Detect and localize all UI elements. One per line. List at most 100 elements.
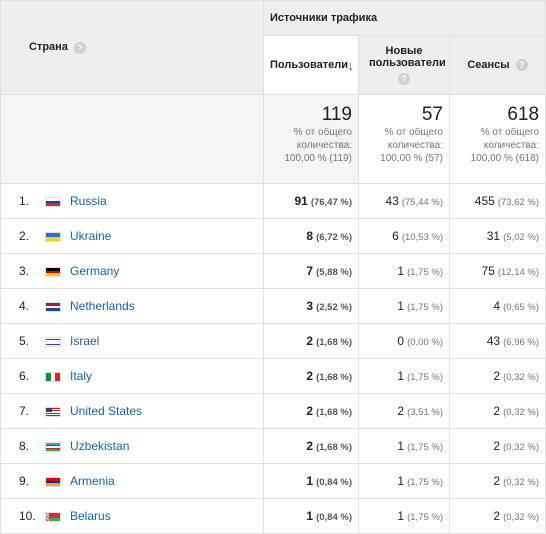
row-index: 6. (19, 369, 30, 383)
row-index: 8. (19, 439, 30, 453)
sessions-header-label: Сеансы (467, 58, 510, 71)
country-link[interactable]: United States (70, 404, 143, 418)
users-percent: (0,84 %) (316, 512, 352, 523)
total-new-users-caption-2: количества: (387, 140, 443, 151)
table-row: 1. Russia 91 (76,47 %) 43 (75,44 %) 455 (73… (0, 183, 546, 219)
new-users-percent: (1,75 %) (407, 267, 443, 278)
column-group-traffic-sources: Источники трафика (262, 0, 546, 36)
column-header-new-users[interactable]: Новые пользователи ? (358, 35, 450, 95)
traffic-sources-label: Источники трафика (270, 12, 378, 24)
new-users-value: 1 (397, 474, 405, 488)
flag-ukraine-icon (45, 232, 61, 242)
users-percent: (1,68 %) (316, 337, 352, 348)
total-new-users-caption-3: 100,00 % (57) (380, 153, 443, 164)
users-value: 2 (306, 334, 314, 348)
sessions-cell: 2 (0,32 %) (448, 428, 546, 464)
sessions-value: 2 (493, 509, 501, 523)
total-sessions-caption-3: 100,00 % (618) (470, 153, 540, 164)
new-users-cell: 1 (1,75 %) (358, 428, 450, 464)
sessions-value: 75 (481, 264, 495, 278)
flag-united-states-icon (45, 407, 61, 417)
users-value: 2 (306, 369, 314, 383)
new-users-cell: 1 (1,75 %) (358, 463, 450, 499)
country-link[interactable]: Netherlands (70, 299, 135, 313)
new-users-percent: (1,75 %) (407, 372, 443, 383)
total-new-users-value: 57 (421, 104, 443, 125)
country-cell: 6. Italy (0, 358, 264, 394)
flag-russia-icon (45, 197, 61, 207)
users-value: 2 (306, 404, 314, 418)
sessions-percent: (0,32 %) (503, 372, 540, 383)
users-header-label: Пользователи (270, 59, 349, 71)
new-users-cell: 6 (10,53 %) (358, 218, 450, 254)
country-link[interactable]: Uzbekistan (70, 439, 130, 453)
total-users-cell: 119 % от общего количества: 100,00 % (11… (263, 94, 359, 184)
users-percent: (1,68 %) (316, 442, 352, 453)
country-cell: 7. United States (0, 393, 264, 429)
flag-netherlands-icon (45, 302, 61, 312)
users-cell: 2 (1,68 %) (263, 393, 359, 429)
sessions-cell: 455 (73,62 %) (448, 183, 546, 219)
sessions-value: 2 (493, 369, 501, 383)
users-percent: (0,84 %) (316, 477, 352, 488)
sort-descending-icon[interactable]: ↓ (347, 58, 355, 73)
users-cell: 2 (1,68 %) (263, 358, 359, 394)
country-cell: 3. Germany (0, 253, 264, 289)
country-link[interactable]: Israel (70, 334, 100, 348)
total-new-users-caption-1: % от общего (384, 127, 443, 138)
totals-row: 119 % от общего количества: 100,00 % (11… (0, 94, 546, 184)
row-index: 9. (19, 474, 30, 488)
column-header-country[interactable]: Страна? (0, 0, 264, 95)
sessions-value: 43 (486, 334, 501, 348)
sessions-percent: (12,14 %) (497, 267, 540, 278)
country-link[interactable]: Germany (70, 264, 120, 278)
sessions-value: 4 (493, 299, 501, 313)
total-users-caption-3: 100,00 % (119) (284, 153, 352, 164)
total-users-caption-2: количества: (296, 140, 352, 151)
sessions-cell: 31 (5,02 %) (448, 218, 546, 254)
sessions-value: 31 (486, 229, 501, 243)
help-icon[interactable]: ? (515, 59, 528, 72)
new-users-percent: (1,75 %) (407, 442, 443, 453)
help-icon[interactable]: ? (73, 41, 86, 54)
users-value: 8 (306, 229, 314, 243)
country-cell: 5. Israel (0, 323, 264, 359)
sessions-cell: 2 (0,32 %) (448, 463, 546, 499)
users-cell: 1 (0,84 %) (263, 498, 359, 534)
sessions-value: 2 (493, 439, 501, 453)
totals-label-cell (0, 94, 264, 184)
country-link[interactable]: Ukraine (70, 229, 112, 243)
country-link[interactable]: Armenia (70, 474, 115, 488)
users-percent: (1,68 %) (316, 372, 352, 383)
new-users-header-label: Новые пользователи (369, 45, 446, 69)
new-users-value: 1 (397, 439, 405, 453)
total-sessions-caption-1: % от общего (480, 127, 540, 138)
new-users-percent: (1,75 %) (407, 302, 443, 313)
new-users-percent: (0,00 %) (407, 337, 443, 348)
new-users-cell: 1 (1,75 %) (358, 358, 450, 394)
new-users-value: 1 (397, 264, 405, 278)
total-users-caption-1: % от общего (293, 127, 352, 138)
column-header-sessions[interactable]: Сеансы? (448, 35, 546, 95)
sessions-cell: 2 (0,32 %) (448, 358, 546, 394)
new-users-cell: 43 (75,44 %) (358, 183, 450, 219)
users-cell: 3 (2,52 %) (263, 288, 359, 324)
country-link[interactable]: Belarus (70, 509, 111, 523)
new-users-value: 2 (397, 404, 405, 418)
flag-uzbekistan-icon (45, 442, 61, 452)
users-percent: (2,52 %) (316, 302, 352, 313)
table-row: 6. Italy 2 (1,68 %) 1 (1,75 %) 2 (0,32 %) (0, 358, 546, 394)
country-link[interactable]: Italy (70, 369, 93, 383)
sessions-cell: 43 (6,96 %) (448, 323, 546, 359)
column-header-users[interactable]: Пользователи ↓ (263, 35, 359, 95)
table-row: 8. Uzbekistan 2 (1,68 %) 1 (1,75 %) 2 (0,32… (0, 428, 546, 464)
new-users-percent: (1,75 %) (407, 477, 443, 488)
country-link[interactable]: Russia (70, 194, 107, 208)
country-cell: 1. Russia (0, 183, 264, 219)
total-sessions-caption-2: количества: (483, 140, 540, 151)
help-icon[interactable]: ? (398, 73, 410, 85)
country-cell: 4. Netherlands (0, 288, 264, 324)
new-users-value: 43 (385, 194, 399, 208)
